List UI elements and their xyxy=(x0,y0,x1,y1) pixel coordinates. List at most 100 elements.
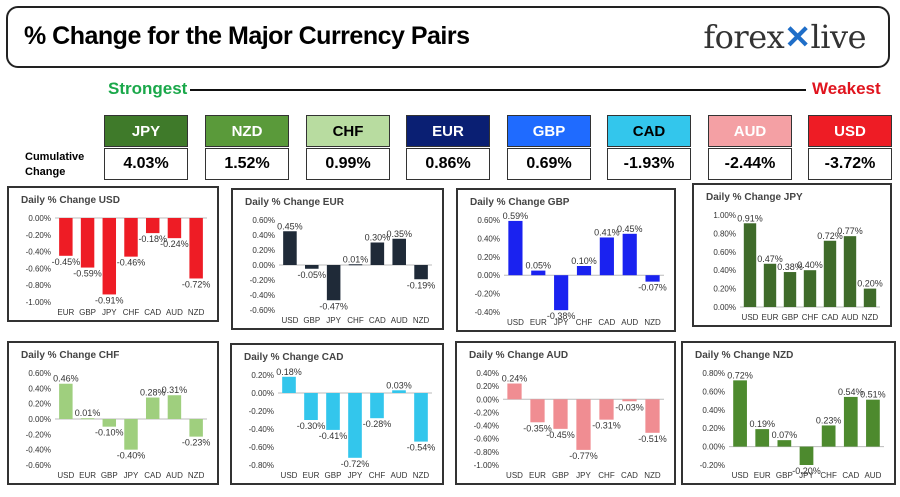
chart-title: Daily % Change CHF xyxy=(21,350,119,361)
x-tick-label: USD xyxy=(57,471,74,480)
bar-eur xyxy=(755,429,770,447)
data-label: 0.07% xyxy=(772,430,798,440)
x-tick-label: CAD xyxy=(822,313,839,322)
bar-chf xyxy=(348,264,363,266)
y-tick-label: 0.00% xyxy=(28,415,51,424)
bar-chart: Daily % Change GBP 0.60% 0.40% 0.20% 0.00% -0… xyxy=(470,197,667,327)
x-tick-label: GBP xyxy=(782,313,799,322)
bar-chf xyxy=(599,399,614,420)
x-tick-label: CAD xyxy=(144,471,161,480)
y-tick-label: 0.60% xyxy=(702,387,725,396)
bar-nzd xyxy=(189,218,203,279)
y-tick-label: 0.00% xyxy=(28,214,51,223)
x-tick-label: CHF xyxy=(576,318,593,327)
x-tick-label: AUD xyxy=(391,471,408,480)
bar-aud xyxy=(167,218,182,239)
x-tick-label: CAD xyxy=(144,308,161,317)
chart-title: Daily % Change JPY xyxy=(706,192,803,203)
chart-panel-chf: Daily % Change CHF 0.60% 0.40% 0.20% 0.00% -0… xyxy=(7,341,219,485)
y-tick-label: -0.40% xyxy=(26,248,51,257)
x-tick-label: JPY xyxy=(554,318,569,327)
currency-tile-usd: USD xyxy=(808,115,892,147)
bar-chf xyxy=(821,425,836,447)
data-label: 0.45% xyxy=(277,221,303,231)
bar-chf xyxy=(370,393,384,419)
bar-gbp xyxy=(102,419,117,427)
data-label: -0.07% xyxy=(638,283,667,293)
data-label: -0.23% xyxy=(182,438,211,448)
bar-aud xyxy=(622,233,637,276)
bar-aud xyxy=(866,399,880,447)
chart-panel-usd: Daily % Change USD 0.00% -0.20% -0.40% -0.60… xyxy=(7,186,219,322)
cumulative-value-chf: 0.99% xyxy=(306,148,390,180)
forexlive-logo[interactable]: forex✕live xyxy=(703,18,866,56)
bar-chart: Daily % Change USD 0.00% -0.20% -0.40% -0.60… xyxy=(21,195,210,317)
y-tick-label: -0.60% xyxy=(250,306,275,315)
data-label: 0.47% xyxy=(757,254,783,264)
strongest-label: Strongest xyxy=(108,79,188,98)
bar-chf xyxy=(124,218,138,257)
data-label: 0.72% xyxy=(727,370,753,380)
currency-tile-jpy: JPY xyxy=(104,115,188,147)
data-label: -0.19% xyxy=(407,280,436,290)
y-tick-label: 0.20% xyxy=(251,371,274,380)
bar-cad xyxy=(843,396,858,447)
chart-panel-jpy: Daily % Change JPY 1.00% 0.80% 0.60% 0.40% 0.… xyxy=(692,183,892,327)
x-tick-label: JPY xyxy=(799,471,814,480)
data-label: 0.05% xyxy=(526,261,552,271)
data-label: -0.24% xyxy=(160,239,189,249)
data-label: 0.19% xyxy=(749,419,775,429)
currency-tile-chf: CHF xyxy=(306,115,390,147)
data-label: 0.91% xyxy=(737,213,763,223)
bar-jpy xyxy=(576,399,591,450)
x-tick-label: NZD xyxy=(644,318,661,327)
bar-usd xyxy=(507,383,522,400)
x-tick-label: EUR xyxy=(57,308,74,317)
bar-gbp xyxy=(777,440,792,447)
y-tick-label: 0.20% xyxy=(713,285,736,294)
y-tick-label: -0.60% xyxy=(474,435,499,444)
bar-eur xyxy=(763,263,777,307)
bar-nzd xyxy=(414,393,428,442)
chart-title: Daily % Change USD xyxy=(21,195,120,206)
data-label: 0.41% xyxy=(594,227,620,237)
bar-jpy xyxy=(124,419,138,450)
x-tick-label: USD xyxy=(281,471,298,480)
y-tick-label: -0.40% xyxy=(249,425,274,434)
bar-cad xyxy=(622,399,637,402)
bar-aud xyxy=(167,395,182,419)
y-tick-label: 0.60% xyxy=(28,369,51,378)
chart-title: Daily % Change EUR xyxy=(245,197,345,208)
chart-panel-nzd: Daily % Change NZD 0.80% 0.60% 0.40% 0.20% 0.… xyxy=(681,341,896,485)
x-tick-label: AUD xyxy=(166,308,183,317)
logo-x-icon: ✕ xyxy=(784,18,811,56)
data-label: 0.28% xyxy=(140,388,166,398)
bar-chf xyxy=(576,266,592,276)
data-label: -0.45% xyxy=(52,257,81,267)
y-tick-label: -0.20% xyxy=(474,408,499,417)
currency-tile-cad: CAD xyxy=(607,115,691,147)
bar-chart: Daily % Change CHF 0.60% 0.40% 0.20% 0.00% -0… xyxy=(21,350,211,480)
x-tick-label: CHF xyxy=(123,308,140,317)
data-label: 0.20% xyxy=(857,279,883,289)
y-tick-label: -0.60% xyxy=(26,264,51,273)
data-label: -0.54% xyxy=(407,443,436,453)
data-label: -0.51% xyxy=(638,434,667,444)
bar-usd xyxy=(733,380,747,447)
chart-panel-eur: Daily % Change EUR 0.60% 0.40% 0.20% 0.00% -0… xyxy=(231,188,444,330)
data-label: 0.54% xyxy=(838,387,864,397)
y-tick-label: 0.60% xyxy=(713,248,736,257)
y-tick-label: -0.60% xyxy=(249,443,274,452)
bar-jpy xyxy=(554,275,569,311)
y-tick-label: 0.00% xyxy=(252,261,275,270)
data-label: -0.38% xyxy=(547,311,576,321)
data-label: -0.20% xyxy=(792,466,821,476)
bar-eur xyxy=(304,393,318,420)
x-tick-label: CAD xyxy=(598,318,615,327)
y-tick-label: 0.80% xyxy=(713,229,736,238)
weakest-label: Weakest xyxy=(812,79,881,98)
chart-panel-cad: Daily % Change CAD 0.20% 0.00% -0.20% -0.40%… xyxy=(230,343,444,485)
data-label: 0.18% xyxy=(276,367,302,377)
currency-tile-nzd: NZD xyxy=(205,115,289,147)
bar-nzd xyxy=(414,265,428,280)
